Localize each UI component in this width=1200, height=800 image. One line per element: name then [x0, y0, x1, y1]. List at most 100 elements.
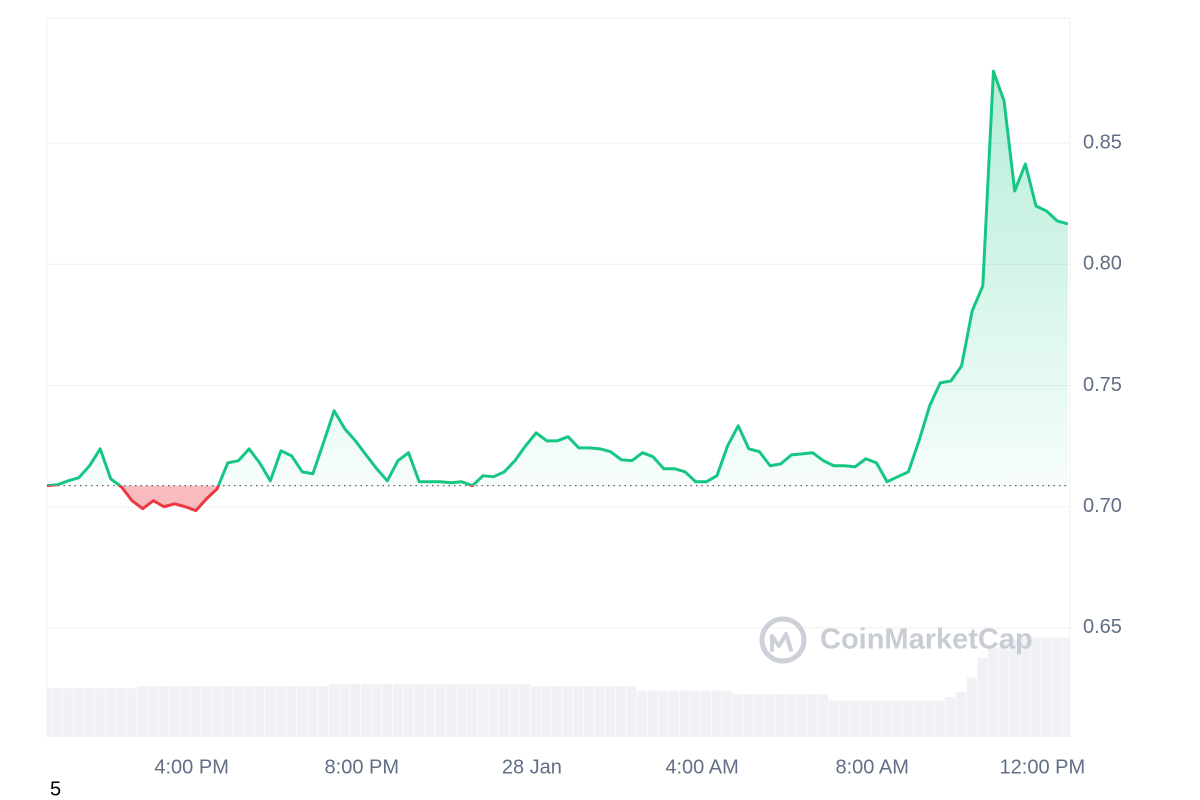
volume-bar [158, 686, 169, 737]
volume-bar [807, 694, 818, 737]
volume-bar [647, 690, 658, 737]
volume-bar [52, 688, 63, 737]
volume-bar [233, 686, 244, 737]
volume-bar [318, 686, 329, 737]
volume-bar [296, 686, 307, 737]
watermark: CoinMarketCap [820, 624, 1033, 656]
volume-bar [264, 686, 276, 737]
volume-bar [360, 684, 371, 737]
volume-bar [47, 688, 52, 737]
volume-bar [764, 694, 775, 737]
volume-bar [849, 700, 860, 737]
volume-bar [1009, 639, 1020, 737]
volume-bar [594, 686, 605, 737]
x-tick-label: 4:00 AM [665, 756, 738, 778]
volume-bar [584, 686, 595, 737]
volume-bar [201, 686, 212, 737]
volume-bar [817, 694, 829, 737]
volume-bar [626, 686, 637, 737]
volume-bar [892, 700, 903, 737]
volume-bar [605, 686, 616, 737]
volume-bar [94, 688, 105, 737]
volume-bar [871, 700, 882, 737]
volume-bar [860, 700, 871, 737]
volume-bar [148, 686, 159, 737]
volume-bar [1030, 637, 1041, 737]
volume-bar [998, 642, 1009, 737]
x-tick-label: 8:00 PM [325, 756, 399, 778]
volume-bar [275, 686, 286, 737]
volume-bar [179, 686, 190, 737]
volume-bar [116, 688, 127, 737]
y-tick-label: 0.65 [1083, 616, 1122, 638]
volume-bar [828, 700, 839, 737]
volume-bar [1051, 637, 1062, 737]
volume-bar [126, 688, 137, 737]
volume-bar [445, 684, 456, 737]
volume-bar [562, 686, 573, 737]
volume-bar [966, 677, 977, 737]
volume-bar [1020, 637, 1031, 737]
axis-layer: 0.65 0.70 0.75 0.80 0.85 4:00 PM 8:00 PM 28 Jan… [154, 131, 1122, 778]
volume-bar [105, 688, 116, 737]
volume-layer [47, 637, 1070, 737]
volume-bar [392, 684, 403, 737]
volume-bar [1041, 637, 1052, 737]
area-below [47, 485, 473, 511]
volume-bar [732, 694, 743, 737]
volume-bar [690, 690, 701, 737]
volume-bar [339, 684, 350, 737]
watermark-logo [759, 616, 807, 664]
volume-bar [988, 647, 999, 737]
volume-bar [456, 684, 467, 737]
volume-bar [467, 684, 478, 737]
volume-bar [775, 694, 786, 737]
volume-bar [903, 700, 914, 737]
y-tick-label: 0.75 [1083, 374, 1122, 396]
x-tick-label: 12:00 PM [1000, 756, 1086, 778]
volume-bar [286, 686, 297, 737]
grid-layer [47, 142, 1070, 629]
footnote: 5 [50, 778, 61, 800]
volume-bar [913, 700, 924, 737]
volume-bar [924, 700, 935, 737]
volume-bar [413, 684, 424, 737]
price-line-up [47, 69, 1069, 486]
volume-bar [84, 688, 95, 737]
volume-bar [477, 684, 488, 737]
volume-bar [137, 686, 148, 737]
y-tick-label: 0.70 [1083, 495, 1122, 517]
x-tick-label: 4:00 PM [154, 756, 228, 778]
volume-bar [669, 690, 680, 737]
volume-bar [711, 690, 722, 737]
volume-bar [435, 684, 446, 737]
volume-bar [722, 690, 733, 737]
volume-bar [73, 688, 84, 737]
volume-bar [509, 684, 520, 737]
volume-bar [1062, 637, 1070, 737]
volume-bar [573, 686, 584, 737]
volume-bar [977, 657, 988, 737]
x-tick-label: 28 Jan [502, 756, 562, 778]
plot-layer [47, 69, 1070, 513]
volume-bar [243, 686, 254, 737]
volume-bar [552, 686, 563, 737]
volume-bar [381, 684, 393, 737]
volume-bar [743, 694, 754, 737]
volume-bar [190, 686, 201, 737]
volume-bar [700, 690, 712, 737]
volume-bar [488, 684, 499, 737]
y-tick-label: 0.80 [1083, 253, 1122, 275]
volume-bar [754, 694, 765, 737]
area-above [47, 71, 1068, 486]
volume-bar [679, 690, 690, 737]
volume-bar [615, 686, 626, 737]
volume-bar [169, 686, 180, 737]
volume-bar [796, 694, 807, 737]
volume-bar [424, 684, 435, 737]
volume-bar [530, 686, 541, 737]
x-tick-label: 8:00 AM [836, 756, 909, 778]
volume-bar [839, 700, 850, 737]
